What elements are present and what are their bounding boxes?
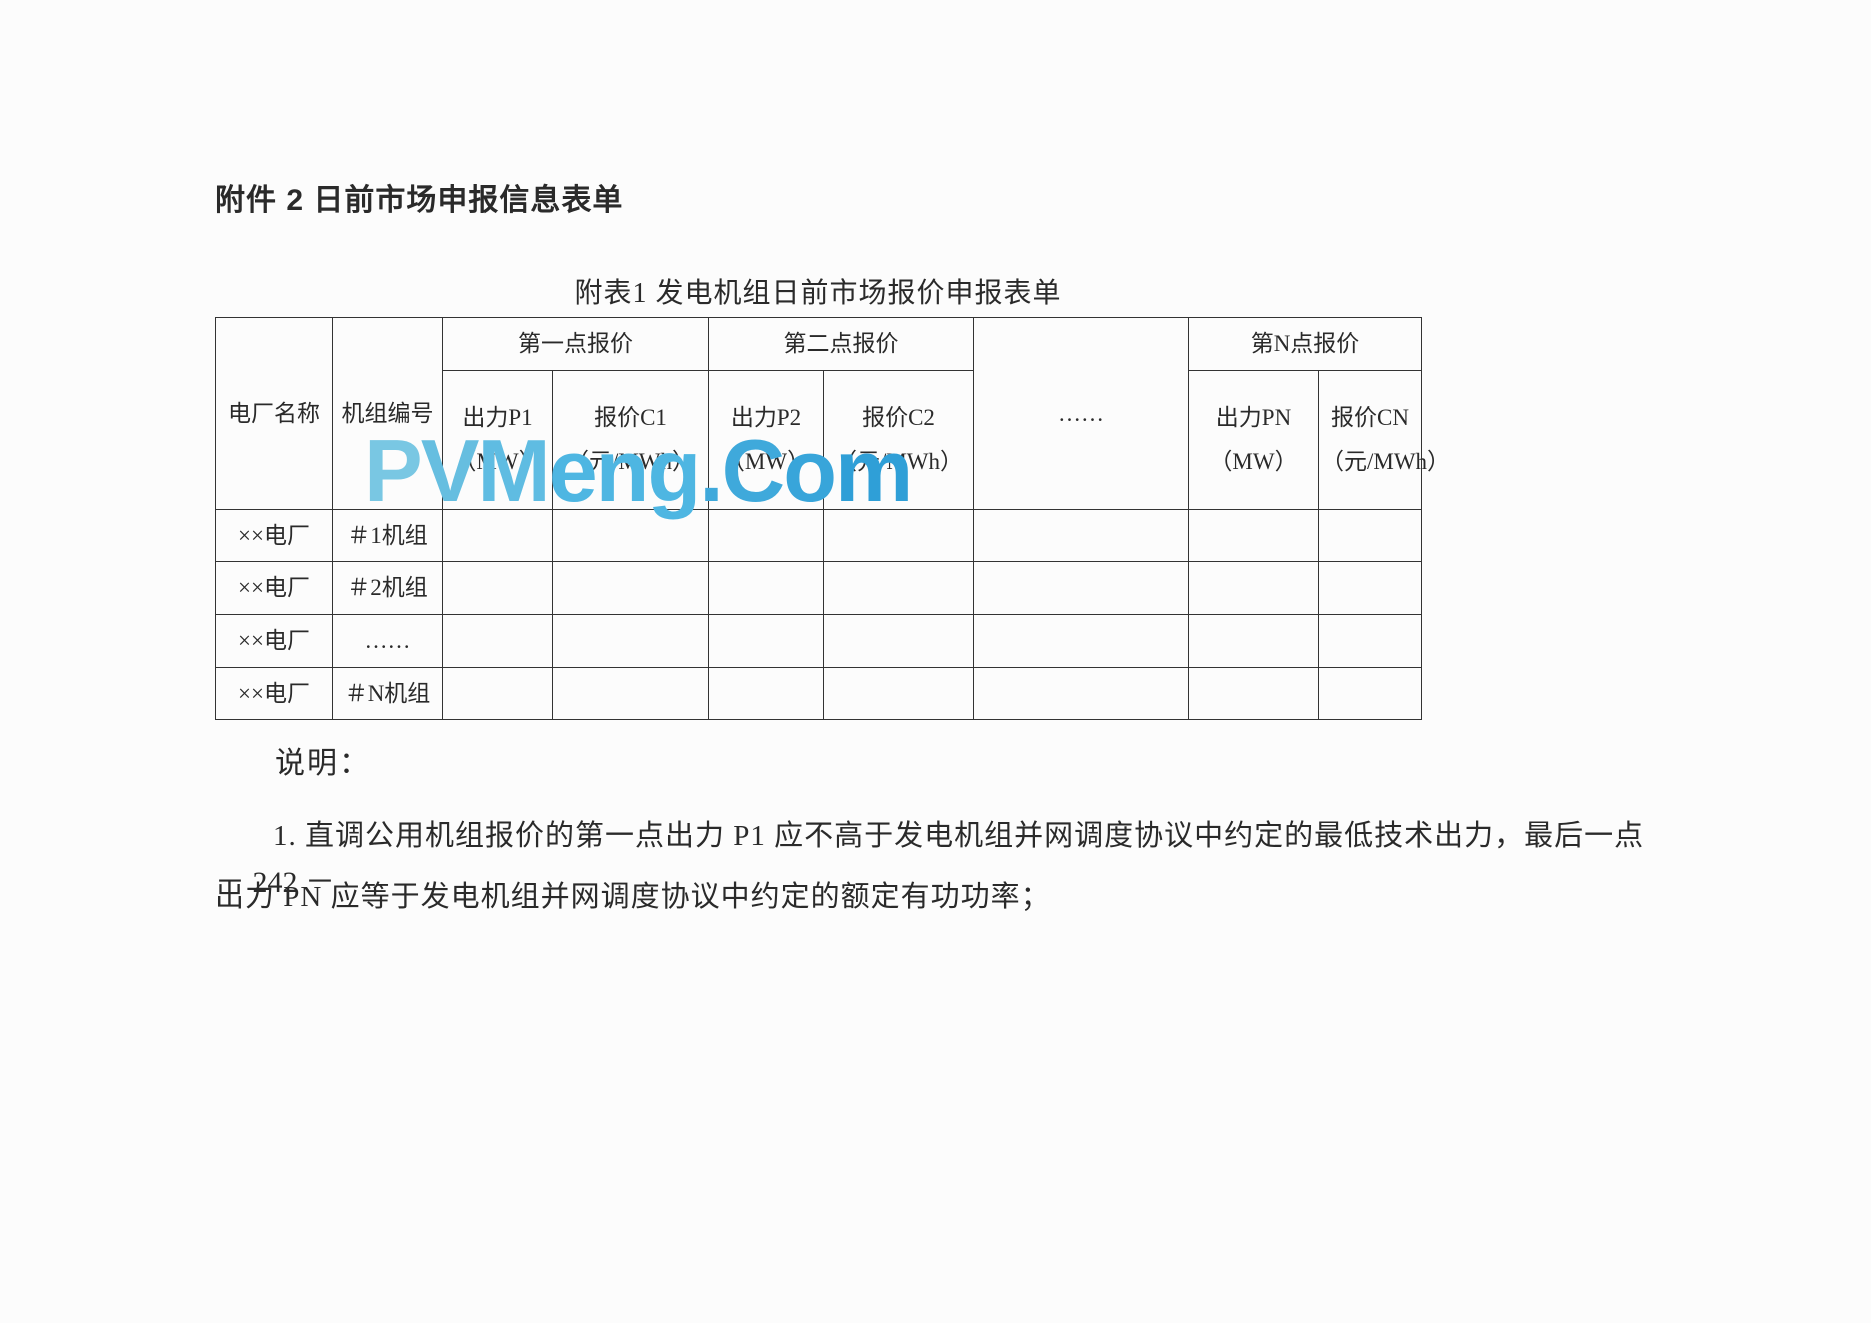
cell-pn: [1189, 615, 1319, 668]
col-pn-header: 出力PN（MW）: [1189, 370, 1319, 509]
cell-ellipsis: [974, 667, 1189, 720]
cell-p2: [709, 615, 824, 668]
cell-plant: ××电厂: [216, 667, 333, 720]
cell-unit: ＃2机组: [333, 562, 443, 615]
col-plant-header: 电厂名称: [216, 318, 333, 510]
col-cn-header: 报价CN（元/MWh）: [1319, 370, 1422, 509]
col-ellipsis-header: ……: [974, 318, 1189, 510]
col-c2-header: 报价C2（元/MWh）: [824, 370, 974, 509]
notes-label: 说明：: [275, 738, 1655, 782]
cell-p1: [443, 667, 553, 720]
bid-table: 电厂名称 机组编号 第一点报价 第二点报价 …… 第N点报价 出力P1（MW） …: [215, 317, 1422, 720]
cell-c2: [824, 615, 974, 668]
cell-cn: [1319, 509, 1422, 562]
cell-plant: ××电厂: [216, 509, 333, 562]
cell-pn: [1189, 562, 1319, 615]
cell-p1: [443, 562, 553, 615]
col-p1-header: 出力P1（MW）: [443, 370, 553, 509]
cell-p1: [443, 615, 553, 668]
cell-c2: [824, 667, 974, 720]
cell-cn: [1319, 667, 1422, 720]
table-row: ××电厂 ＃N机组: [216, 667, 1422, 720]
cell-c1: [553, 667, 709, 720]
cell-c1: [553, 615, 709, 668]
table-row: ××电厂 ＃1机组: [216, 509, 1422, 562]
col-groupN-header: 第N点报价: [1189, 318, 1422, 371]
col-unit-header: 机组编号: [333, 318, 443, 510]
cell-ellipsis: [974, 562, 1189, 615]
cell-cn: [1319, 615, 1422, 668]
page-number: － 242 －: [215, 857, 335, 901]
cell-p2: [709, 562, 824, 615]
cell-cn: [1319, 562, 1422, 615]
cell-c1: [553, 562, 709, 615]
table-caption: 附表1 发电机组日前市场报价申报表单: [215, 271, 1421, 311]
notes-section: 说明： 1. 直调公用机组报价的第一点出力 P1 应不高于发电机组并网调度协议中…: [215, 738, 1655, 928]
cell-c2: [824, 509, 974, 562]
table-row: ××电厂 ……: [216, 615, 1422, 668]
table-row: ××电厂 ＃2机组: [216, 562, 1422, 615]
cell-pn: [1189, 509, 1319, 562]
cell-c1: [553, 509, 709, 562]
cell-plant: ××电厂: [216, 615, 333, 668]
cell-unit: ……: [333, 615, 443, 668]
col-p2-header: 出力P2（MW）: [709, 370, 824, 509]
cell-c2: [824, 562, 974, 615]
cell-ellipsis: [974, 615, 1189, 668]
col-c1-header: 报价C1（元/MWh）: [553, 370, 709, 509]
cell-unit: ＃N机组: [333, 667, 443, 720]
cell-plant: ××电厂: [216, 562, 333, 615]
cell-ellipsis: [974, 509, 1189, 562]
table-header-row-1: 电厂名称 机组编号 第一点报价 第二点报价 …… 第N点报价: [216, 318, 1422, 371]
col-group2-header: 第二点报价: [709, 318, 974, 371]
notes-item-1: 1. 直调公用机组报价的第一点出力 P1 应不高于发电机组并网调度协议中约定的最…: [215, 806, 1655, 928]
col-group1-header: 第一点报价: [443, 318, 709, 371]
cell-p2: [709, 509, 824, 562]
cell-pn: [1189, 667, 1319, 720]
section-title: 附件 2 日前市场申报信息表单: [215, 175, 1655, 219]
cell-p2: [709, 667, 824, 720]
cell-unit: ＃1机组: [333, 509, 443, 562]
cell-p1: [443, 509, 553, 562]
